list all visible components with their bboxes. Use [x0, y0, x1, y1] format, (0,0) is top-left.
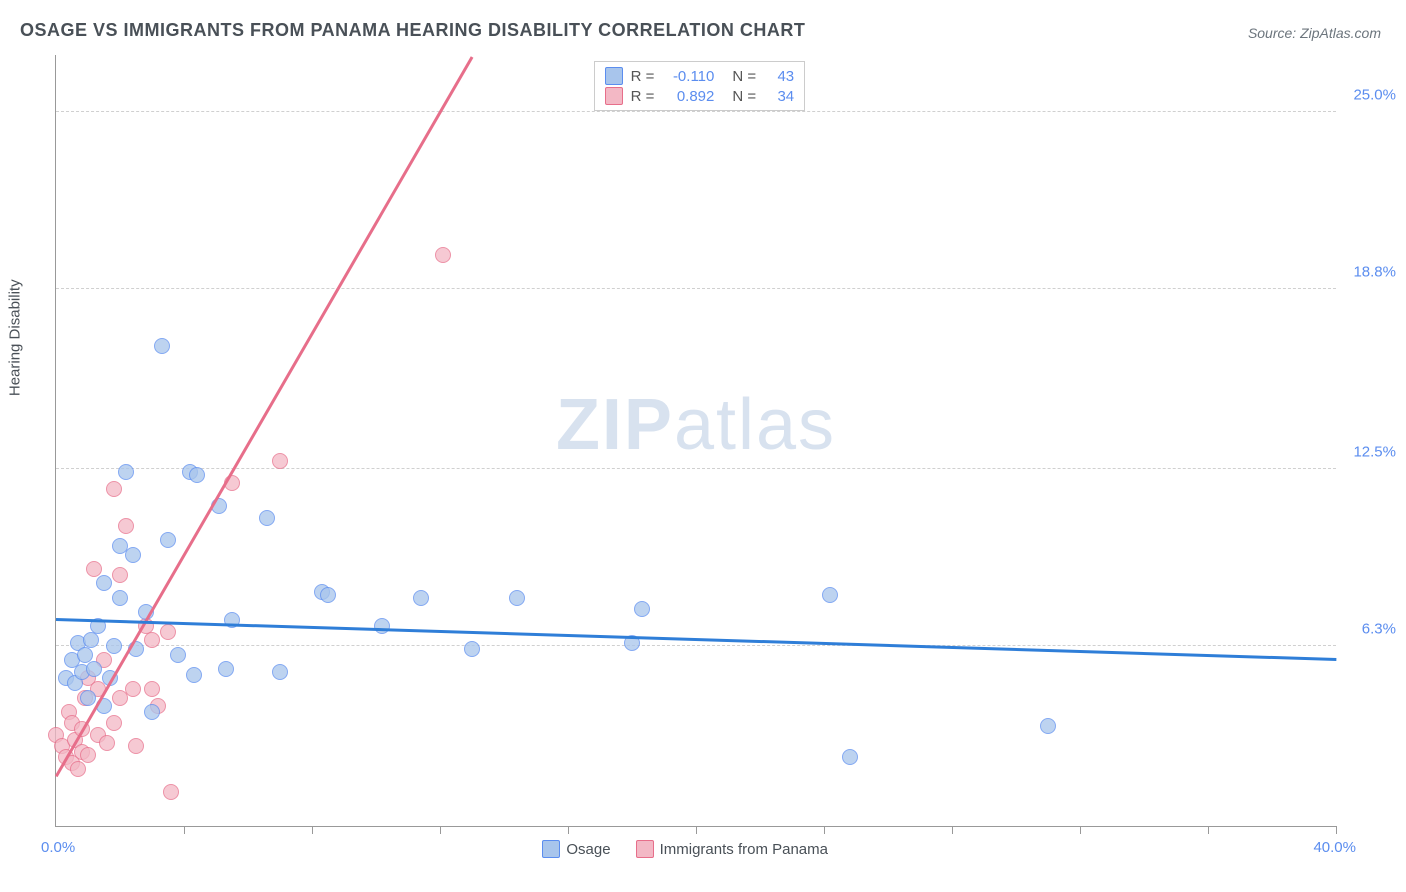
legend-swatch-icon [605, 67, 623, 85]
x-tick [1336, 826, 1337, 834]
scatter-point-a [125, 547, 141, 563]
scatter-point-a [1040, 718, 1056, 734]
gridline [56, 645, 1336, 646]
x-tick [1080, 826, 1081, 834]
scatter-point-a [259, 510, 275, 526]
x-axis-min-label: 0.0% [41, 839, 75, 856]
scatter-point-a [96, 575, 112, 591]
scatter-point-a [320, 587, 336, 603]
watermark: ZIPatlas [556, 384, 836, 466]
scatter-point-b [144, 632, 160, 648]
scatter-point-a [464, 641, 480, 657]
x-tick [1208, 826, 1209, 834]
r-label: R = [631, 88, 655, 105]
y-axis-label: Hearing Disability [7, 279, 24, 396]
legend-label: Immigrants from Panama [660, 841, 828, 858]
scatter-point-a [413, 590, 429, 606]
r-value: 0.892 [662, 88, 714, 105]
n-value: 34 [764, 88, 794, 105]
legend-swatch-icon [636, 840, 654, 858]
gridline [56, 468, 1336, 469]
scatter-point-b [106, 715, 122, 731]
scatter-point-b [80, 747, 96, 763]
scatter-point-b [118, 518, 134, 534]
scatter-point-a [80, 690, 96, 706]
y-tick-label: 18.8% [1341, 264, 1396, 281]
stats-row: R = -0.110 N = 43 [605, 66, 795, 86]
scatter-point-a [272, 664, 288, 680]
scatter-point-b [160, 624, 176, 640]
x-tick [568, 826, 569, 834]
scatter-point-a [822, 587, 838, 603]
n-label: N = [732, 68, 756, 85]
x-tick [696, 826, 697, 834]
chart-title: OSAGE VS IMMIGRANTS FROM PANAMA HEARING … [20, 20, 805, 41]
scatter-point-a [106, 638, 122, 654]
scatter-point-a [118, 464, 134, 480]
scatter-point-b [272, 453, 288, 469]
stats-row: R = 0.892 N = 34 [605, 86, 795, 106]
scatter-point-a [144, 704, 160, 720]
legend-item: Osage [542, 840, 610, 858]
n-value: 43 [764, 68, 794, 85]
scatter-point-a [374, 618, 390, 634]
y-tick-label: 6.3% [1341, 621, 1396, 638]
scatter-point-b [99, 735, 115, 751]
scatter-point-a [112, 590, 128, 606]
scatter-point-a [86, 661, 102, 677]
source-value: ZipAtlas.com [1300, 25, 1381, 41]
stats-legend: R = -0.110 N = 43 R = 0.892 N = 34 [594, 61, 806, 111]
scatter-point-b [144, 681, 160, 697]
plot-area: ZIPatlas R =-0.110N =43R =0.892N =34 0.0… [55, 55, 1336, 827]
trend-line-b [55, 56, 473, 777]
scatter-point-b [435, 247, 451, 263]
r-label: R = [631, 68, 655, 85]
scatter-point-a [170, 647, 186, 663]
series-legend: Osage Immigrants from Panama [542, 840, 828, 858]
x-axis-max-label: 40.0% [1313, 839, 1356, 856]
scatter-point-a [509, 590, 525, 606]
legend-label: Osage [566, 841, 610, 858]
scatter-point-b [112, 567, 128, 583]
source-attribution: Source: ZipAtlas.com [1248, 25, 1381, 41]
x-tick [824, 826, 825, 834]
scatter-point-a [77, 647, 93, 663]
scatter-point-a [83, 632, 99, 648]
scatter-point-b [86, 561, 102, 577]
scatter-point-a [218, 661, 234, 677]
n-label: N = [732, 88, 756, 105]
trend-line-a [56, 618, 1336, 660]
scatter-point-a [160, 532, 176, 548]
legend-swatch-icon [542, 840, 560, 858]
scatter-point-a [186, 667, 202, 683]
watermark-light: atlas [674, 385, 836, 465]
legend-item: Immigrants from Panama [636, 840, 828, 858]
x-tick [184, 826, 185, 834]
watermark-bold: ZIP [556, 385, 674, 465]
scatter-point-a [842, 749, 858, 765]
scatter-point-b [163, 784, 179, 800]
x-tick [312, 826, 313, 834]
y-tick-label: 12.5% [1341, 444, 1396, 461]
y-tick-label: 25.0% [1341, 87, 1396, 104]
scatter-point-a [189, 467, 205, 483]
scatter-point-a [154, 338, 170, 354]
r-value: -0.110 [662, 68, 714, 85]
gridline [56, 111, 1336, 112]
scatter-point-a [634, 601, 650, 617]
scatter-point-b [125, 681, 141, 697]
scatter-point-b [128, 738, 144, 754]
scatter-point-b [106, 481, 122, 497]
gridline [56, 288, 1336, 289]
scatter-point-b [70, 761, 86, 777]
x-tick [440, 826, 441, 834]
legend-swatch-icon [605, 87, 623, 105]
source-label: Source: [1248, 25, 1300, 41]
x-tick [952, 826, 953, 834]
